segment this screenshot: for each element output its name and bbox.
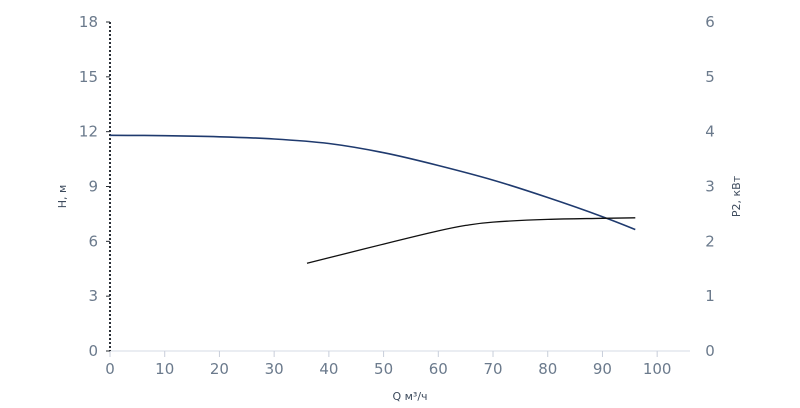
x-tick-label: 30: [265, 360, 284, 378]
x-tick-label: 70: [483, 360, 502, 378]
x-tick-label: 100: [643, 360, 672, 378]
x-tick-label: 10: [155, 360, 174, 378]
y-left-axis-label: H, м: [56, 185, 69, 209]
y-right-tick-label: 5: [705, 68, 715, 86]
y-right-tick-label: 4: [705, 123, 715, 141]
x-tick-label: 20: [210, 360, 229, 378]
y-left-tick-label: 6: [88, 232, 98, 250]
y-right-tick-label: 2: [705, 232, 715, 250]
y-left-tick-label: 0: [88, 342, 98, 360]
y-right-tick-label: 6: [705, 13, 715, 31]
x-tick-label: 60: [429, 360, 448, 378]
y-left-tick-label: 15: [79, 68, 98, 86]
x-tick-label: 80: [538, 360, 557, 378]
y-right-tick-label: 0: [705, 342, 715, 360]
x-tick-label: 50: [374, 360, 393, 378]
y-left-tick-label: 12: [79, 123, 98, 141]
head-curve: [109, 134, 636, 231]
y-left-tick-label: 9: [88, 178, 98, 196]
y-left-tick-label: 18: [79, 13, 98, 31]
x-axis-label: Q м³/ч: [392, 390, 427, 403]
y-right-axis-label: P2, кВт: [730, 175, 743, 217]
series-layer: [109, 134, 636, 264]
y-right-tick-label: 3: [705, 178, 715, 196]
y-right-tick-label: 1: [705, 287, 715, 305]
power-curve: [306, 217, 636, 264]
x-tick-label: 0: [105, 360, 115, 378]
x-tick-label: 40: [319, 360, 338, 378]
x-tick-label: 90: [593, 360, 612, 378]
y-left-tick-label: 3: [88, 287, 98, 305]
